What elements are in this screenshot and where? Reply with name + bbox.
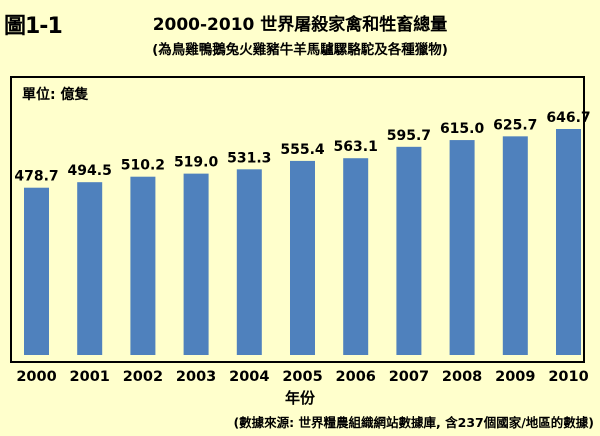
chart-subtitle: (為鳥雞鴨鵝兔火雞豬牛羊馬驢騾駱駝及各種獵物) bbox=[152, 42, 448, 58]
data-label-2009: 625.7 bbox=[493, 117, 537, 133]
bar-2006 bbox=[343, 158, 369, 355]
data-label-2006: 563.1 bbox=[334, 139, 378, 155]
x-tick-2008: 2008 bbox=[442, 369, 482, 385]
data-label-2004: 531.3 bbox=[227, 150, 271, 166]
unit-label: 單位: 億隻 bbox=[22, 87, 89, 103]
bar-2008 bbox=[449, 140, 475, 355]
x-tick-2001: 2001 bbox=[70, 369, 110, 385]
chart-title: 2000-2010 世界屠殺家禽和牲畜總量 bbox=[152, 15, 448, 35]
x-tick-2006: 2006 bbox=[336, 369, 376, 385]
data-label-2007: 595.7 bbox=[387, 128, 431, 144]
bar-2005 bbox=[290, 160, 315, 355]
data-label-2001: 494.5 bbox=[68, 163, 112, 179]
bar-2010 bbox=[556, 129, 581, 355]
x-tick-2009: 2009 bbox=[495, 369, 535, 385]
data-label-2003: 519.0 bbox=[174, 155, 219, 171]
figure-label: 圖1-1 bbox=[4, 14, 63, 39]
bar-2009 bbox=[502, 136, 528, 355]
bar-2003 bbox=[183, 173, 209, 355]
x-tick-2002: 2002 bbox=[123, 369, 163, 385]
x-tick-2005: 2005 bbox=[282, 369, 322, 385]
source-note: (數據來源: 世界糧農組織網站數據庫, 含237個國家/地區的數據) bbox=[233, 415, 594, 430]
bar-2002 bbox=[130, 176, 156, 355]
x-tick-2010: 2010 bbox=[548, 369, 588, 385]
data-label-2005: 555.4 bbox=[280, 142, 325, 158]
bar-2001 bbox=[77, 182, 103, 355]
x-tick-2000: 2000 bbox=[16, 369, 56, 385]
bar-2007 bbox=[396, 146, 422, 355]
data-label-2002: 510.2 bbox=[121, 158, 165, 174]
x-tick-2003: 2003 bbox=[176, 369, 216, 385]
bar-2004 bbox=[236, 169, 262, 355]
x-tick-2004: 2004 bbox=[229, 369, 269, 385]
x-axis-title: 年份 bbox=[284, 389, 315, 407]
data-label-2000: 478.7 bbox=[14, 169, 58, 185]
bar-2000 bbox=[24, 187, 49, 355]
x-tick-2007: 2007 bbox=[389, 369, 429, 385]
data-label-2010: 646.7 bbox=[546, 110, 590, 126]
data-label-2008: 615.0 bbox=[440, 121, 485, 137]
